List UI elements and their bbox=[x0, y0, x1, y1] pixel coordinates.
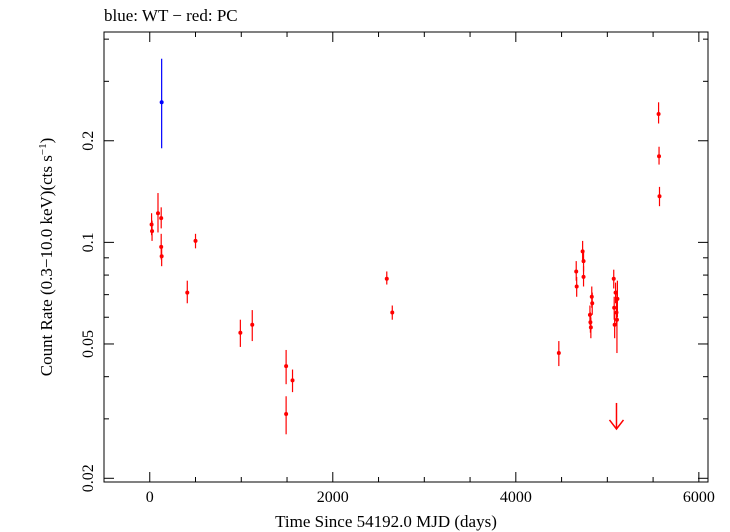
data-point bbox=[290, 378, 295, 383]
upper-limit-arrowhead bbox=[608, 419, 625, 431]
data-point bbox=[615, 296, 620, 301]
data-point bbox=[590, 301, 595, 306]
data-point bbox=[250, 322, 255, 327]
x-tick-label: 4000 bbox=[500, 489, 532, 506]
y-tick-label: 0.2 bbox=[80, 131, 97, 151]
data-point bbox=[574, 284, 579, 289]
axis-ticks bbox=[103, 32, 708, 482]
series-wt bbox=[159, 58, 164, 149]
data-point bbox=[155, 211, 160, 216]
y-axis-label: Count Rate (0.3−10.0 keV)(cts s−1) bbox=[37, 138, 56, 377]
tick-labels: 0 2000 4000 6000 0.02 0.05 0.1 0.2 bbox=[80, 131, 715, 506]
data-point bbox=[657, 154, 662, 159]
data-point bbox=[193, 238, 198, 243]
data-point bbox=[284, 364, 289, 369]
plot-frame bbox=[103, 31, 709, 483]
data-point bbox=[614, 317, 619, 322]
upper-limit bbox=[608, 402, 625, 431]
data-point bbox=[159, 216, 164, 221]
data-point bbox=[588, 325, 593, 330]
y-tick-label: 0.05 bbox=[80, 330, 97, 358]
data-point bbox=[657, 194, 662, 199]
data-point bbox=[612, 322, 617, 327]
series-pc bbox=[149, 102, 662, 435]
data-point bbox=[611, 276, 616, 281]
data-series bbox=[149, 58, 662, 435]
data-point bbox=[656, 112, 661, 117]
x-axis-label: Time Since 54192.0 MJD (days) bbox=[275, 512, 497, 531]
x-tick-label: 6000 bbox=[683, 489, 715, 506]
data-point bbox=[556, 351, 561, 356]
data-point bbox=[238, 330, 243, 335]
data-point bbox=[185, 290, 190, 295]
data-point bbox=[390, 310, 395, 315]
data-point bbox=[612, 305, 617, 310]
y-tick-label: 0.1 bbox=[80, 232, 97, 252]
data-point bbox=[384, 276, 389, 281]
data-point bbox=[581, 274, 586, 279]
data-point bbox=[150, 229, 155, 234]
x-tick-label: 2000 bbox=[317, 489, 349, 506]
data-point bbox=[574, 269, 579, 274]
chart-title: blue: WT − red: PC bbox=[104, 6, 238, 25]
data-point bbox=[159, 100, 164, 105]
data-point bbox=[159, 254, 164, 259]
data-point bbox=[581, 259, 586, 264]
x-tick-label: 0 bbox=[146, 489, 154, 506]
data-point bbox=[284, 412, 289, 417]
y-tick-label: 0.02 bbox=[80, 464, 97, 492]
